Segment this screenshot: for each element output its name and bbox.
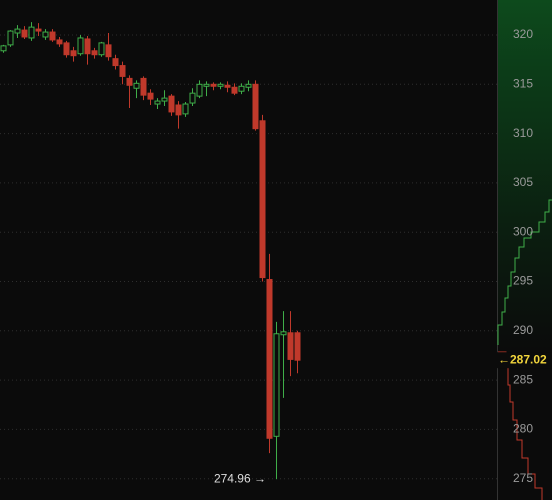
candle-body: [252, 83, 259, 130]
last-price-box: [497, 352, 552, 369]
labels: 275 280 285 290 295 300 305 310 315 320 274.96 → ←2…: [214, 27, 552, 485]
candle-body: [49, 31, 56, 41]
y-tick-label: 280: [513, 422, 533, 436]
y-tick-label: 305: [513, 175, 533, 189]
y-tick-label: 300: [513, 224, 533, 238]
candle-body: [273, 333, 280, 437]
candle-body: [126, 77, 133, 86]
candle-body: [287, 332, 294, 360]
candle-body: [84, 38, 91, 55]
candle-body: [147, 92, 154, 100]
candle-body: [189, 92, 196, 104]
candle-body: [105, 44, 112, 58]
candle-body: [280, 331, 287, 336]
candle-body: [42, 31, 49, 38]
y-tick-label: 275: [513, 471, 533, 485]
y-tick-label: 290: [513, 323, 533, 337]
candle-body: [203, 83, 210, 87]
low-price-label: 274.96 →: [214, 471, 266, 485]
candle-body: [224, 84, 231, 88]
candle-body: [210, 83, 217, 87]
candle-body: [133, 82, 140, 89]
candle-body: [259, 120, 266, 279]
bid-depth-line: [497, 199, 552, 345]
candle-body: [161, 97, 168, 102]
candle-body: [77, 37, 84, 55]
last-price-label: ←287.02: [498, 352, 547, 366]
candle-body: [0, 45, 7, 52]
y-tick-label: 310: [513, 126, 533, 140]
candle-body: [238, 85, 245, 92]
y-tick-label: 320: [513, 27, 533, 41]
candle-body: [231, 86, 238, 94]
candle-body: [245, 83, 252, 88]
depth-panel: [497, 0, 552, 500]
candle-body: [91, 50, 98, 56]
candles: [0, 22, 301, 480]
candle-body: [28, 26, 35, 39]
candle-body: [98, 42, 105, 56]
y-tick-label: 315: [513, 76, 533, 90]
candle-body: [196, 83, 203, 97]
candle-body: [217, 83, 224, 87]
candle-body: [112, 58, 119, 67]
candle-body: [175, 104, 182, 116]
candle-body: [63, 42, 70, 56]
candle-body: [266, 279, 273, 439]
y-tick-label: 295: [513, 274, 533, 288]
candle-body: [140, 77, 147, 96]
candle-body: [56, 39, 63, 45]
candle-body: [119, 65, 126, 77]
candle-body: [294, 332, 301, 361]
candle-body: [168, 95, 175, 113]
candle-body: [14, 28, 21, 34]
candle-body: [35, 28, 42, 32]
candle-body: [154, 100, 161, 105]
candle-body: [182, 103, 189, 115]
candle-body: [70, 50, 77, 57]
candle-body: [21, 29, 28, 38]
y-tick-label: 285: [513, 372, 533, 386]
candle-body: [7, 30, 14, 46]
